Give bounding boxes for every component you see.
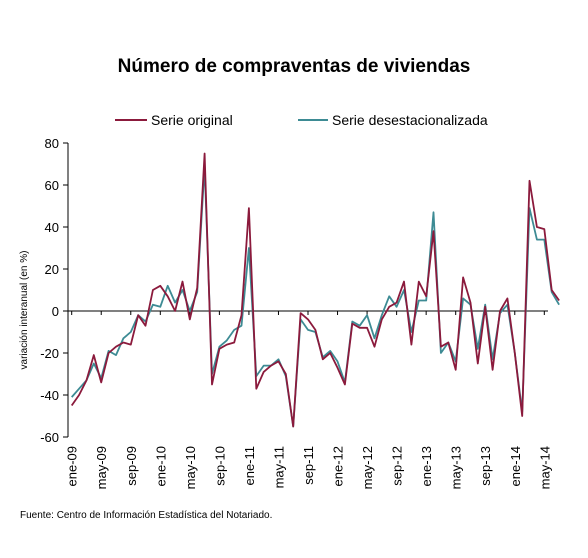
x-tick-label: ene-13 bbox=[419, 446, 434, 486]
y-tick-label: 0 bbox=[52, 304, 59, 319]
x-tick-label: may-11 bbox=[271, 446, 286, 488]
series-line-original bbox=[70, 152, 560, 428]
x-tick-label: may-12 bbox=[360, 446, 375, 489]
x-tick-label: may-14 bbox=[537, 446, 552, 489]
y-axis-label: variación interanual (en %) bbox=[19, 251, 30, 370]
y-tick-label: 20 bbox=[45, 262, 59, 277]
x-tick-label: ene-12 bbox=[331, 446, 346, 486]
x-tick-label: ene-10 bbox=[153, 446, 168, 486]
legend-label-deseasonalized: Serie desestacionalizada bbox=[332, 112, 488, 128]
x-tick-label: may-10 bbox=[183, 446, 198, 489]
legend: Serie original Serie desestacionalizada bbox=[115, 112, 488, 128]
series-line-deseasonalized bbox=[71, 165, 560, 428]
series-layer bbox=[70, 152, 560, 428]
legend-label-original: Serie original bbox=[151, 112, 233, 128]
x-tick-label: sep-10 bbox=[212, 446, 227, 486]
y-tick-label: -40 bbox=[40, 388, 59, 403]
x-tick-label: sep-13 bbox=[478, 446, 493, 486]
y-tick-label: 60 bbox=[45, 178, 59, 193]
x-axis: ene-09 may-09 sep-09 ene-10 may-10 sep-10 ene-… bbox=[65, 310, 552, 489]
x-tick-label: may-09 bbox=[94, 446, 109, 489]
x-tick-label: sep-09 bbox=[124, 446, 139, 486]
x-tick-label: ene-11 bbox=[242, 446, 257, 486]
y-tick-label: 80 bbox=[45, 136, 59, 151]
y-axis: 80 60 40 20 0 -20 -40 -60 bbox=[40, 136, 69, 445]
source-note: Fuente: Centro de Información Estadístic… bbox=[20, 510, 273, 521]
x-tick-label: may-13 bbox=[449, 446, 464, 489]
x-tick-label: sep-11 bbox=[301, 446, 316, 485]
y-tick-label: -60 bbox=[40, 430, 59, 445]
y-tick-label: -20 bbox=[40, 346, 59, 361]
y-tick-label: 40 bbox=[45, 220, 59, 235]
x-tick-label: sep-12 bbox=[390, 446, 405, 486]
x-tick-label: ene-09 bbox=[65, 446, 80, 486]
x-tick-label: ene-14 bbox=[508, 446, 523, 486]
chart-title: Número de compraventas de viviendas bbox=[117, 56, 471, 77]
